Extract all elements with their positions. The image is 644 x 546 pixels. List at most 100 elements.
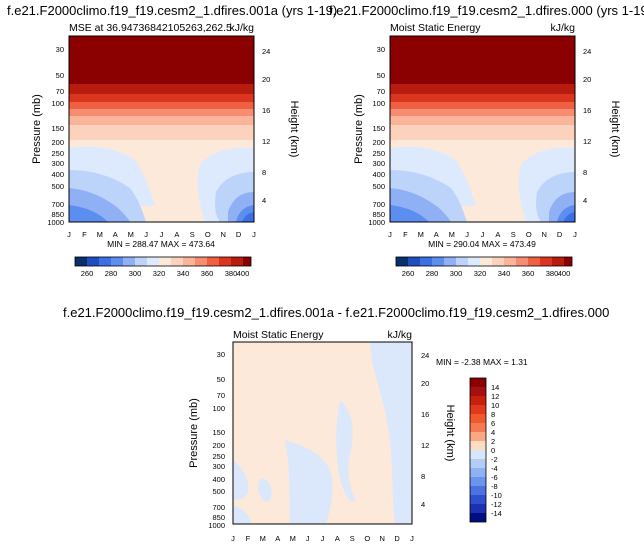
panel-1-stats: MIN = 288.47 MAX = 473.64 <box>107 239 215 249</box>
x-tick-label: O <box>526 230 532 239</box>
colorbar-label: 400 <box>237 269 250 278</box>
y-tick-label: 70 <box>377 87 385 96</box>
y-tick-label: 30 <box>217 350 225 359</box>
panel-1-ylabel: Pressure (mb) <box>31 94 43 164</box>
y-tick-label: 300 <box>51 159 64 168</box>
panel-3-colorbar: 14 12 10 8 6 4 2 0 -2 -4 -6 -8 -10 -12 -… <box>469 377 502 523</box>
colorbar-label: -14 <box>491 509 502 518</box>
colorbar-label: 0 <box>491 446 495 455</box>
x-tick-label: F <box>246 534 251 543</box>
y-tick-label: 850 <box>372 210 385 219</box>
panel-2: f.e21.F2000climo.f19_f19.cesm2_1.dfires.… <box>329 3 644 278</box>
colorbar-label: 260 <box>81 269 94 278</box>
colorbar-label: 300 <box>129 269 142 278</box>
y-tick-label: 300 <box>212 462 225 471</box>
x-tick-label: J <box>231 534 235 543</box>
x-tick-label: M <box>290 534 296 543</box>
y-right-tick-label: 20 <box>262 75 270 84</box>
colorbar-label: 2 <box>491 437 495 446</box>
y-tick-label: 700 <box>51 200 64 209</box>
panel-3-plot <box>232 341 413 525</box>
y-tick-label: 1000 <box>47 218 64 227</box>
panel-2-y-right-ticks: 24 20 16 12 8 4 <box>583 47 591 205</box>
x-tick-label: J <box>388 230 392 239</box>
y-tick-label: 200 <box>372 138 385 147</box>
x-tick-label: J <box>481 230 485 239</box>
y-tick-label: 150 <box>212 428 225 437</box>
y-tick-label: 850 <box>51 210 64 219</box>
y-right-tick-label: 16 <box>262 106 270 115</box>
x-tick-label: J <box>160 230 164 239</box>
y-tick-label: 500 <box>212 487 225 496</box>
x-tick-label: N <box>220 230 225 239</box>
colorbar-label: 380 <box>546 269 559 278</box>
panel-1-subtitle-right: kJ/kg <box>229 22 254 34</box>
y-tick-label: 1000 <box>208 521 225 530</box>
x-tick-label: A <box>335 534 340 543</box>
x-tick-label: A <box>275 534 280 543</box>
y-tick-label: 250 <box>212 452 225 461</box>
colorbar-label: 340 <box>177 269 190 278</box>
x-tick-label: M <box>418 230 424 239</box>
panel-3-ylabel: Pressure (mb) <box>188 398 200 468</box>
x-tick-label: F <box>403 230 408 239</box>
y-tick-label: 100 <box>212 404 225 413</box>
colorbar-label: 360 <box>522 269 535 278</box>
panel-2-ylabel: Pressure (mb) <box>353 94 365 164</box>
panel-3-y-ticks: 30 50 70 100 150 200 250 300 400 500 700… <box>208 350 225 530</box>
y-tick-label: 50 <box>56 71 64 80</box>
colorbar-label: 12 <box>491 392 499 401</box>
panel-3-x-ticks: J F M A M J J A S O N D J <box>231 534 414 543</box>
colorbar-label: 8 <box>491 410 495 419</box>
panel-3-subtitle-right: kJ/kg <box>387 329 412 341</box>
panel-1: f.e21.F2000climo.f19_f19.cesm2_1.dfires.… <box>7 3 337 278</box>
y-right-tick-label: 12 <box>421 441 429 450</box>
colorbar-label: 320 <box>474 269 487 278</box>
x-tick-label: D <box>394 534 400 543</box>
x-tick-label: O <box>364 534 370 543</box>
x-tick-label: M <box>449 230 455 239</box>
x-tick-label: N <box>379 534 384 543</box>
x-tick-label: J <box>321 534 325 543</box>
y-right-tick-label: 4 <box>421 500 425 509</box>
colorbar-label: 280 <box>426 269 439 278</box>
x-tick-label: A <box>495 230 500 239</box>
colorbar-label: -12 <box>491 500 502 509</box>
y-tick-label: 70 <box>56 87 64 96</box>
panel-1-title: f.e21.F2000climo.f19_f19.cesm2_1.dfires.… <box>7 3 337 18</box>
x-tick-label: S <box>190 230 195 239</box>
x-tick-label: J <box>573 230 577 239</box>
x-tick-label: J <box>67 230 71 239</box>
y-tick-label: 50 <box>217 375 225 384</box>
y-right-tick-label: 12 <box>583 137 591 146</box>
colorbar-label: 4 <box>491 428 495 437</box>
x-tick-label: A <box>174 230 179 239</box>
panel-2-x-ticks: J F M A M J J A S O N D J <box>388 230 577 239</box>
colorbar-label: 320 <box>153 269 166 278</box>
y-tick-label: 700 <box>372 200 385 209</box>
colorbar-label: 14 <box>491 383 499 392</box>
panel-3-y-right-ticks: 24 20 16 12 8 4 <box>421 351 429 509</box>
panel-2-subtitle-left: Moist Static Energy <box>390 22 481 34</box>
y-right-tick-label: 8 <box>583 168 587 177</box>
y-tick-label: 250 <box>372 149 385 158</box>
y-tick-label: 400 <box>212 475 225 484</box>
colorbar-label: 6 <box>491 419 495 428</box>
y-tick-label: 30 <box>56 45 64 54</box>
y-right-tick-label: 8 <box>421 472 425 481</box>
panel-1-plot <box>68 35 255 223</box>
y-tick-label: 400 <box>51 170 64 179</box>
panel-3-stats: MIN = -2.38 MAX = 1.31 <box>436 357 528 367</box>
x-tick-label: J <box>410 534 414 543</box>
x-tick-label: M <box>260 534 266 543</box>
panel-3: f.e21.F2000climo.f19_f19.cesm2_1.dfires.… <box>63 305 609 543</box>
panel-3-subtitle-left: Moist Static Energy <box>233 329 324 341</box>
colorbar-label: 400 <box>558 269 571 278</box>
y-tick-label: 250 <box>51 149 64 158</box>
y-tick-label: 30 <box>377 45 385 54</box>
y-right-tick-label: 20 <box>421 379 429 388</box>
colorbar-label: 300 <box>450 269 463 278</box>
colorbar-label: 380 <box>225 269 238 278</box>
y-tick-label: 100 <box>372 99 385 108</box>
